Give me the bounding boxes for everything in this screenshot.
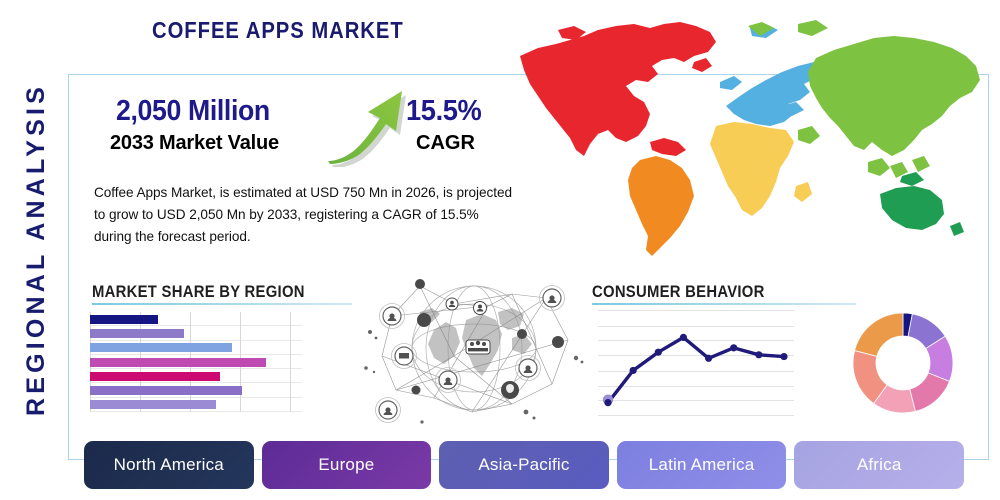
donut-segment [854,312,904,357]
line-chart-point [730,344,738,352]
map-region-north-america [520,22,716,156]
line-chart-gridline [598,415,794,416]
global-network-users-icon [364,279,584,424]
line-chart-gridline [598,325,794,327]
line-chart-point [629,366,637,375]
market-share-heading: MARKET SHARE BY REGION [92,283,305,301]
map-region-oceania [880,186,944,230]
line-chart-point [604,399,612,407]
bar-chart-row-line [90,382,302,384]
regional-analysis-label: REGIONAL ANALYSIS [21,83,50,417]
line-chart-point [654,348,662,356]
bar-chart-bar [90,328,184,338]
region-tab-africa[interactable]: Africa [794,441,964,489]
bar-chart-row-line [90,339,302,341]
region-tab-label: Africa [856,455,902,474]
cagr-number: 15.5% [406,95,482,127]
market-value-number: 2,050 Million [116,95,270,127]
region-tab-north-america[interactable]: North America [84,441,254,489]
region-tab-asia-pacific[interactable]: Asia-Pacific [439,441,609,489]
cagr-label: CAGR [416,132,475,154]
segment-donut-chart [852,312,954,414]
bar-chart-bar [90,400,216,410]
donut-segment [909,372,951,412]
map-region-africa [710,122,794,216]
bar-chart-bar [90,371,220,381]
side-label: REGIONAL ANALYSIS [8,0,64,500]
market-value-label: 2033 Market Value [110,132,279,154]
line-chart-gridline [598,370,794,372]
line-chart-gridline [598,340,794,342]
map-region-south-america [628,156,694,256]
line-chart-point [704,354,713,362]
market-share-bar-chart [90,312,302,412]
consumer-behavior-line-chart [598,310,794,416]
kpi-block: 2,050 Million 2033 Market Value 15.5% CA… [110,91,500,170]
map-region-europe [726,62,826,126]
line-chart-series [602,333,788,407]
consumer-behavior-heading: CONSUMER BEHAVIOR [592,283,765,301]
line-chart-gridline [598,400,794,402]
bar-chart-gridline [290,312,291,412]
bar-chart-bar [90,314,158,324]
region-tab-latin-america[interactable]: Latin America [616,441,787,489]
line-chart-gridline [598,355,794,357]
region-tab-label: North America [113,455,224,474]
bar-chart-row-line [90,368,302,370]
bar-chart-bar [90,386,242,396]
region-tab-label: Europe [318,455,375,474]
line-chart-point [755,351,763,359]
market-description: Coffee Apps Market, is estimated at USD … [94,185,512,245]
consumer-behavior-rule [592,303,856,305]
bar-chart-row-line [90,325,302,327]
line-chart-point [780,352,788,361]
bar-chart-row-line [90,396,302,398]
bar-chart-row-line [90,353,302,355]
region-tab-label: Asia-Pacific [478,455,570,474]
line-chart-gridline [598,310,794,311]
region-tab-europe[interactable]: Europe [261,441,432,489]
world-map-icon [520,20,980,256]
bar-chart-bar [90,357,266,367]
growth-arrow-up-icon [328,91,406,167]
region-tabs: North America Europe Asia-Pacific Latin Ame… [84,441,964,489]
line-chart-point [679,333,688,341]
line-chart-gridline [598,385,794,387]
region-tab-label: Latin America [648,455,755,474]
bar-chart-row-line [90,411,302,412]
page-title: COFFEE APPS MARKET [152,17,404,43]
market-share-rule [92,303,352,305]
map-region-asia [808,36,980,156]
bar-chart-bar [90,343,232,353]
